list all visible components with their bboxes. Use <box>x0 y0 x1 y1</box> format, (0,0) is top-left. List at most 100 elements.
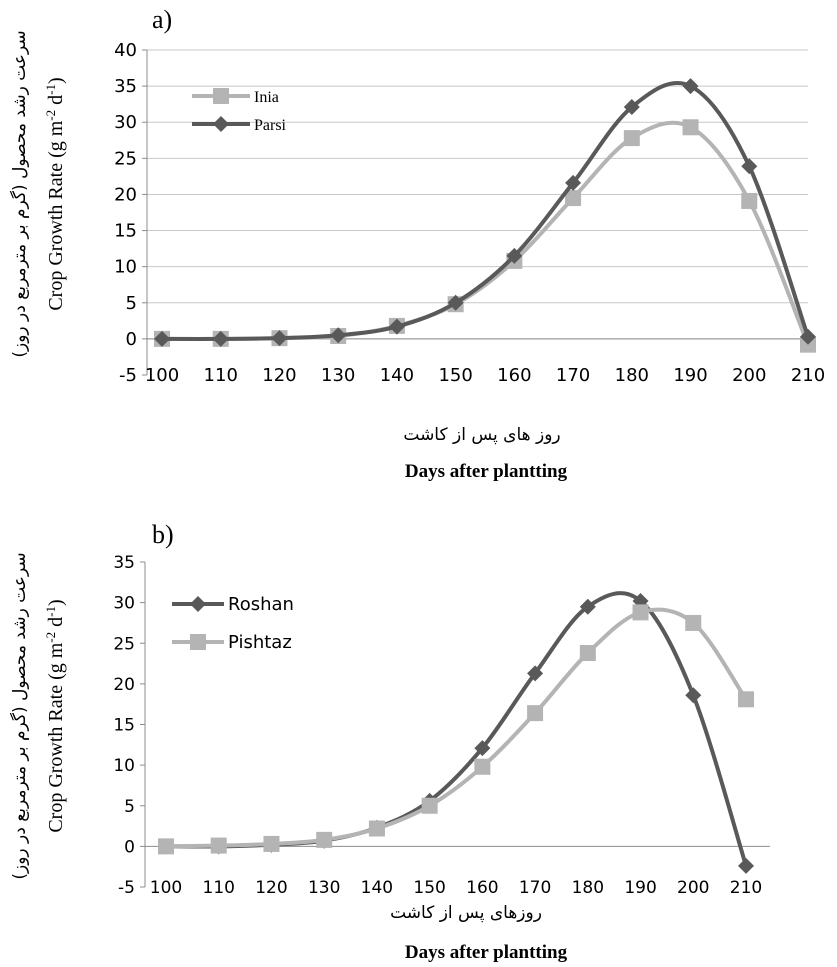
y-tick-label: 30 <box>114 112 137 133</box>
legend-label: Parsi <box>254 117 287 134</box>
x-tick-label: 120 <box>262 365 296 386</box>
series-parsi <box>154 78 816 347</box>
data-point <box>330 327 347 344</box>
data-point <box>210 837 227 854</box>
x-tick-label: 100 <box>145 365 179 386</box>
legend-label: Inia <box>254 89 279 106</box>
data-point <box>741 158 758 175</box>
y-tick-label: 0 <box>124 837 135 857</box>
x-tick-label: 200 <box>677 878 709 898</box>
x-tick-label: 150 <box>413 878 445 898</box>
x-tick-label: 120 <box>255 878 287 898</box>
x-tick-label: 110 <box>203 878 235 898</box>
chart-panel-b: -5 0 5 10 15 20 25 30 35 100 110 120 130 140 150 160 170… <box>9 520 770 963</box>
data-point <box>682 119 699 136</box>
x-axis-label-fa: روز های پس از کاشت <box>403 425 560 445</box>
x-tick-label: 130 <box>321 365 355 386</box>
legend-marker <box>213 116 229 132</box>
data-point <box>474 758 491 775</box>
data-point <box>682 78 699 95</box>
legend-marker <box>190 596 206 612</box>
y-tick-label: 30 <box>113 594 135 614</box>
data-point <box>506 247 523 264</box>
x-tick-label: 210 <box>791 365 825 386</box>
y-tick-label: 20 <box>114 184 137 205</box>
x-tick-label: 210 <box>730 878 762 898</box>
y-tick-label: 20 <box>113 675 135 695</box>
x-tick-label: 170 <box>519 878 551 898</box>
legend-item-inia: Inia <box>192 88 279 106</box>
data-point <box>271 330 288 347</box>
y-tick-label: -5 <box>118 878 135 898</box>
y-tick-label: 10 <box>114 257 137 278</box>
data-point <box>685 614 702 631</box>
y-axis-label-fa: سرعت رشد محصول (گرم بر مترمربع در روز) <box>9 552 30 879</box>
data-point <box>738 857 754 874</box>
data-point <box>158 838 174 855</box>
x-tick-label: 170 <box>556 365 590 386</box>
x-tick-label: 190 <box>624 878 656 898</box>
data-point <box>447 294 464 311</box>
data-point <box>741 192 758 209</box>
y-axis-label: Crop Growth Rate (g m-2 d-1) <box>43 599 68 832</box>
y-tick-label: 10 <box>113 756 135 776</box>
data-point <box>565 190 582 207</box>
legend-marker <box>190 634 206 650</box>
x-tick-label: 160 <box>466 878 498 898</box>
x-axis-label-fa: روزهای پس از کاشت <box>390 903 542 923</box>
data-point <box>316 831 333 848</box>
chart-panel-a: -5 0 5 10 15 20 25 30 35 40 100 110 120 130 140 150 160 1… <box>9 5 825 482</box>
x-tick-label: 140 <box>361 878 393 898</box>
y-tick-label: 0 <box>126 329 137 350</box>
panel-label: a) <box>152 5 172 34</box>
y-tick-label: 5 <box>126 293 137 314</box>
x-tick-label: 130 <box>308 878 340 898</box>
y-tick-label: -5 <box>119 365 137 386</box>
x-tick-label: 150 <box>438 365 472 386</box>
y-tick-label: 35 <box>113 553 135 573</box>
x-tick-label: 100 <box>150 878 182 898</box>
data-point <box>388 318 405 335</box>
data-point <box>565 174 582 191</box>
y-axis-label: Crop Growth Rate (g m-2 d-1) <box>43 77 68 310</box>
y-tick-label: 40 <box>114 40 137 61</box>
data-point <box>212 330 229 347</box>
y-tick-label: 25 <box>114 148 137 169</box>
y-tick-label: 15 <box>114 221 137 242</box>
x-axis-label: Days after plantting <box>405 942 568 963</box>
y-axis-label-fa: سرعت رشد محصول (گرم بر مترمربع در روز) <box>9 30 30 357</box>
y-tick-label: 5 <box>124 797 135 817</box>
x-tick-label: 140 <box>380 365 414 386</box>
legend-item-parsi: Parsi <box>192 116 287 134</box>
data-point <box>421 797 438 814</box>
data-point <box>632 604 649 621</box>
series-pishtaz <box>158 604 754 855</box>
panel-label: b) <box>152 520 174 549</box>
data-point <box>800 328 816 345</box>
x-tick-label: 180 <box>615 365 649 386</box>
data-point <box>474 740 491 757</box>
legend-marker <box>213 88 229 104</box>
legend-item-roshan: Roshan <box>172 594 294 615</box>
x-tick-label: 160 <box>497 365 531 386</box>
y-tick-label: 25 <box>113 634 135 654</box>
legend-label: Roshan <box>228 594 294 615</box>
data-point <box>685 687 702 704</box>
data-point <box>527 665 544 682</box>
x-tick-label: 180 <box>572 878 604 898</box>
x-axis-label: Days after plantting <box>405 461 568 482</box>
data-point <box>579 645 596 661</box>
y-tick-label: 15 <box>113 716 135 736</box>
data-point <box>527 705 544 722</box>
x-tick-label: 110 <box>204 365 238 386</box>
data-point <box>263 835 280 852</box>
data-point <box>623 99 640 116</box>
x-tick-label: 190 <box>673 365 707 386</box>
y-tick-label: 35 <box>114 76 137 97</box>
data-point <box>154 330 170 347</box>
data-point <box>368 820 385 837</box>
data-point <box>623 130 640 147</box>
data-point <box>738 691 754 708</box>
legend-label: Pishtaz <box>228 632 292 653</box>
